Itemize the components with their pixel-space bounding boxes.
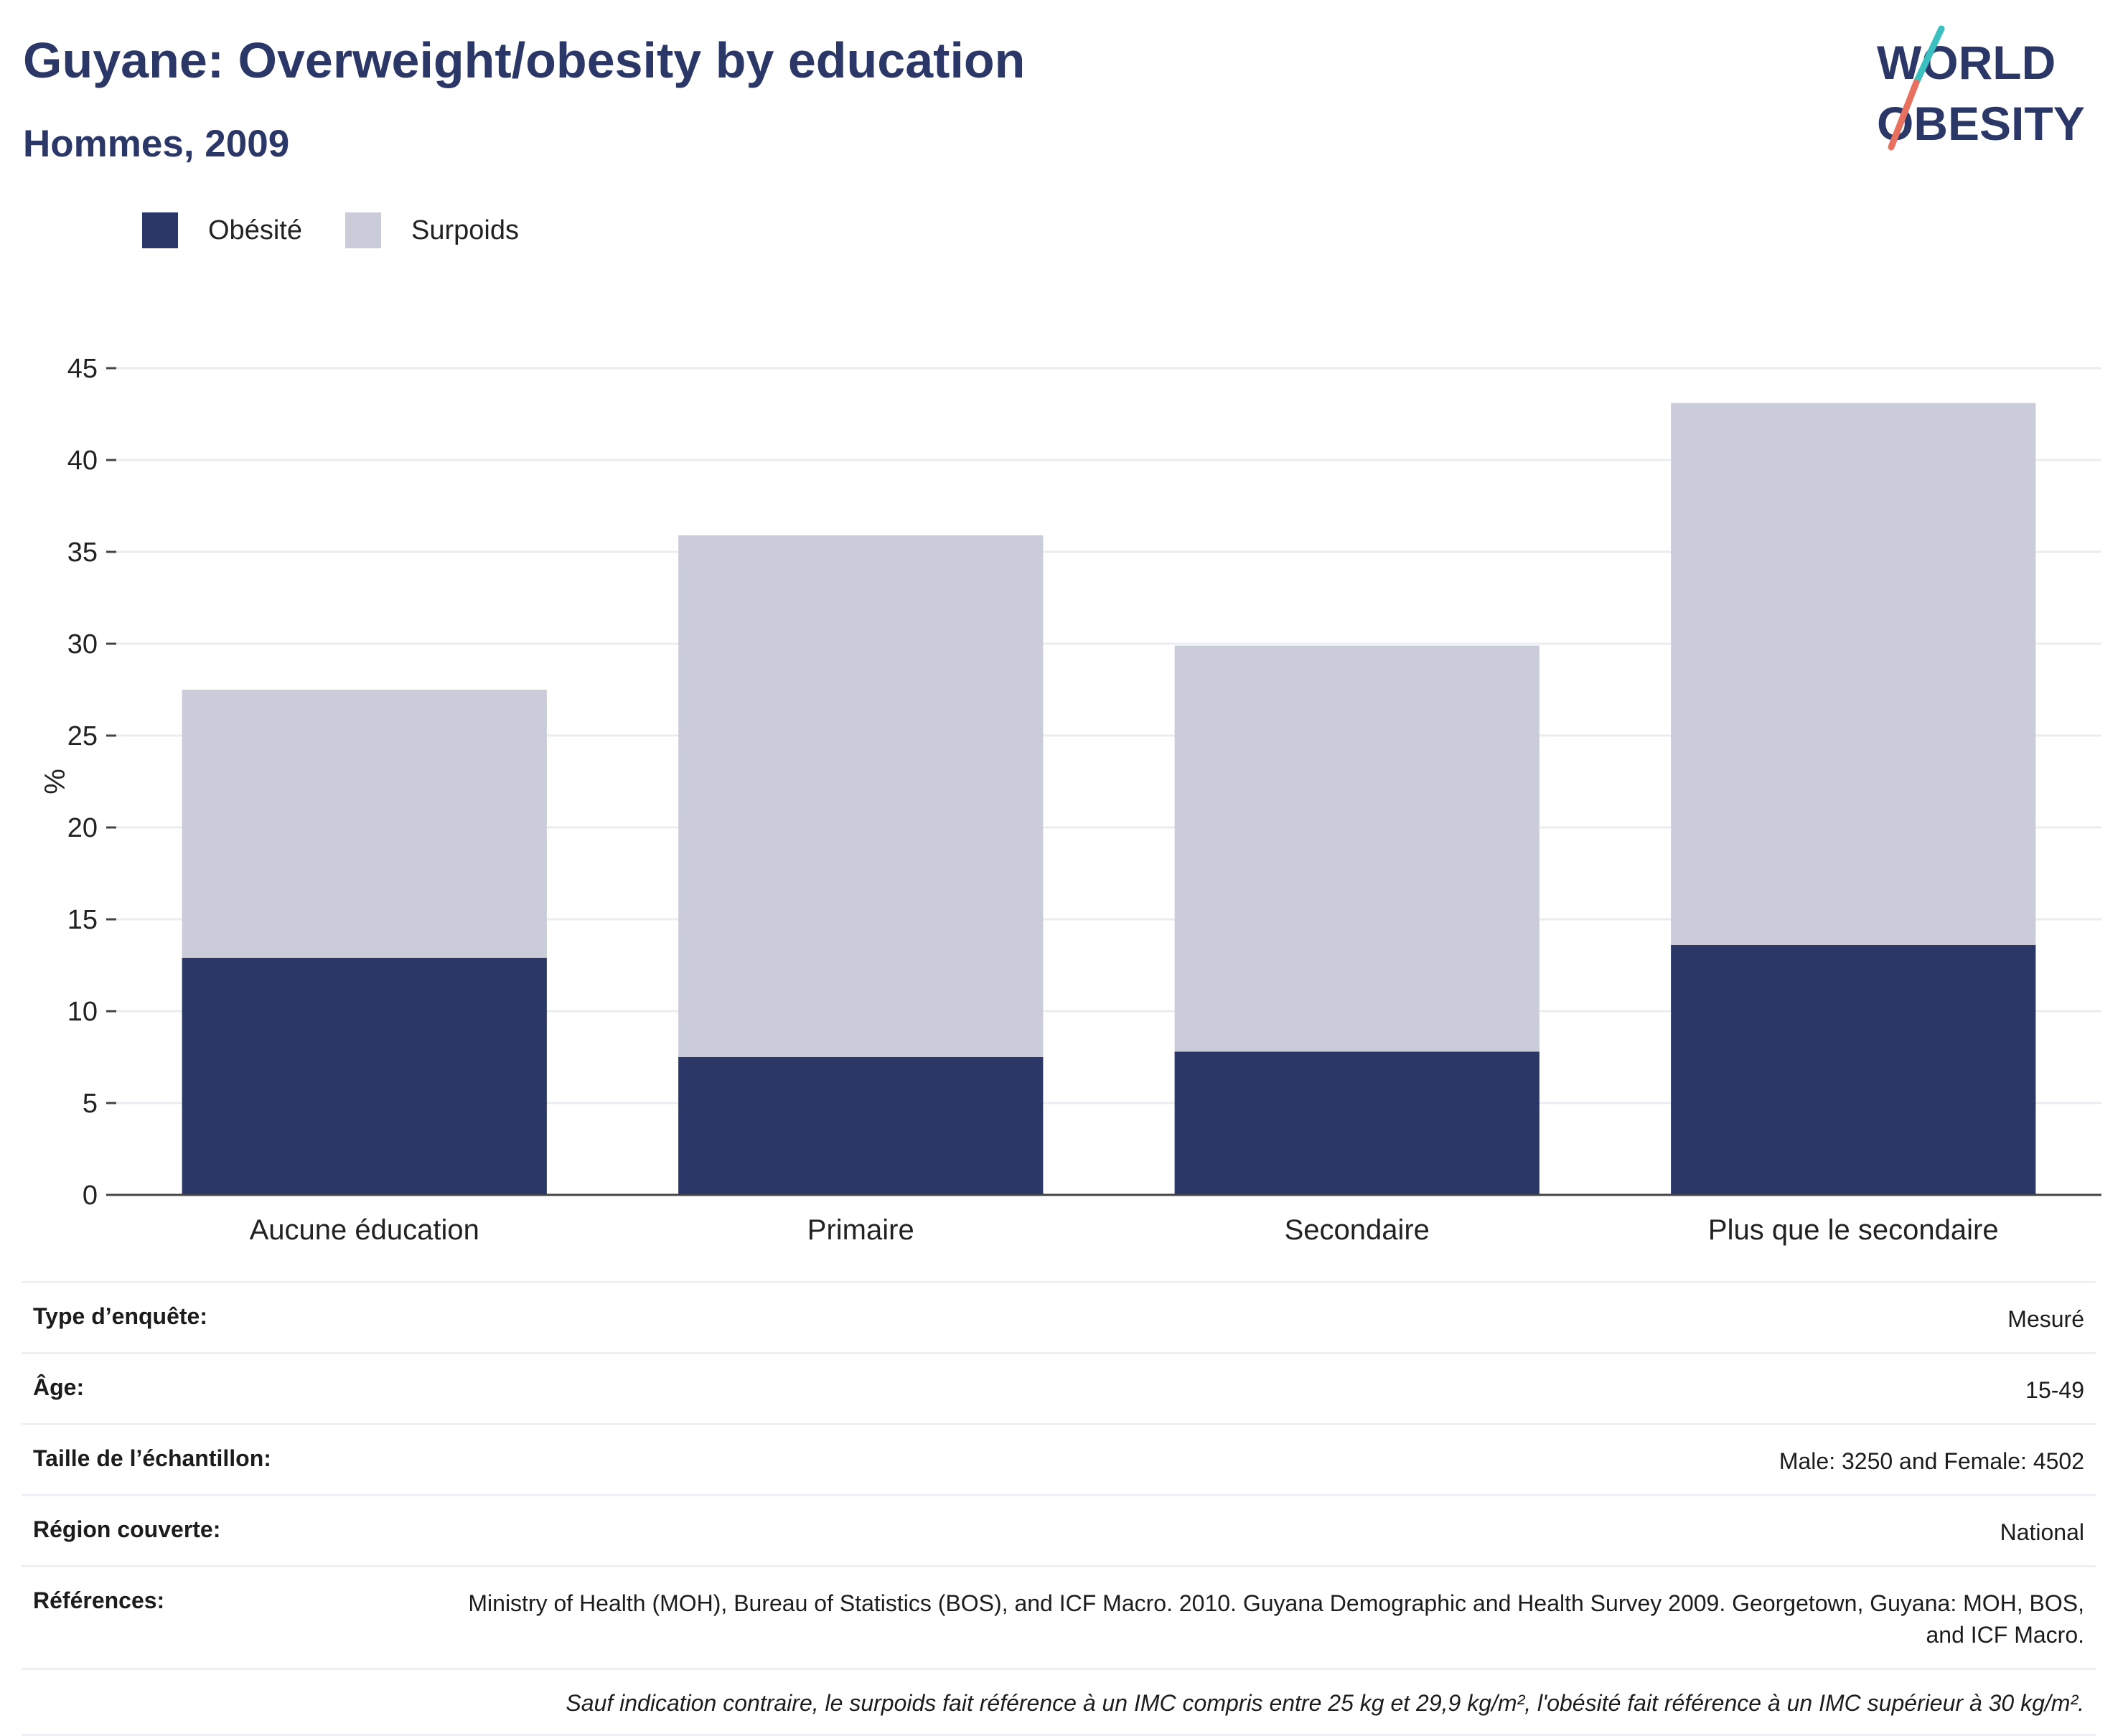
world-obesity-logo: WORLD OBESITY: [1877, 25, 2085, 151]
y-axis-label: %: [38, 769, 70, 794]
bars: [182, 403, 2036, 1195]
bar-obésité: [1671, 944, 2036, 1195]
info-key: Région couverte:: [33, 1516, 221, 1542]
bar-obésité: [182, 957, 547, 1195]
legend-swatch-overweight: [345, 212, 381, 248]
info-key: Type d’enquête:: [33, 1303, 207, 1329]
x-axis-ticks: Aucune éducation Primaire Secondaire Plus q…: [250, 1214, 1999, 1246]
x-tick-label: Plus que le secondaire: [1708, 1214, 1999, 1246]
y-tick-label: 30: [67, 629, 98, 660]
legend-label-obesity: Obésité: [208, 215, 302, 245]
y-tick-label: 0: [83, 1181, 98, 1211]
chart-subtitle: Hommes, 2009: [23, 123, 290, 165]
info-value: Male: 3250 and Female: 4502: [1778, 1448, 2084, 1474]
info-value: Ministry of Health (MOH), Bureau of Stat…: [468, 1590, 2084, 1648]
info-row-references: Références: Ministry of Health (MOH), Bu…: [22, 1565, 2096, 1668]
info-value: National: [2000, 1519, 2084, 1545]
bar-obésité: [1174, 1051, 1539, 1195]
info-row-region: Région couverte: National: [22, 1494, 2096, 1565]
info-key: Âge:: [33, 1374, 85, 1400]
bar-chart: 0 5 10 15 20 25 30 35 40 45 Aucune éducation Prima…: [38, 354, 2101, 1246]
footnote: Sauf indication contraire, le surpoids f…: [22, 1668, 2096, 1736]
y-tick-label: 40: [67, 446, 98, 476]
legend-item-overweight: Surpoids: [345, 212, 519, 248]
y-tick-label: 15: [67, 905, 98, 935]
y-tick-label: 35: [67, 538, 98, 568]
bar-surpoids: [678, 535, 1044, 1057]
bar-obésité: [678, 1057, 1044, 1195]
svg-text:OBESITY: OBESITY: [1877, 97, 2085, 150]
y-tick-label: 25: [67, 721, 98, 751]
x-tick-label: Primaire: [807, 1214, 914, 1246]
info-row-age: Âge: 15-49: [22, 1352, 2096, 1423]
survey-info-table: Type d’enquête: Mesuré Âge: 15-49 Taille…: [22, 1281, 2096, 1736]
chart-title: Guyane: Overweight/obesity by education: [23, 32, 1026, 88]
bar-surpoids: [1174, 645, 1539, 1052]
x-tick-label: Aucune éducation: [250, 1214, 479, 1246]
legend-item-obesity: Obésité: [142, 212, 302, 248]
chart-legend: Obésité Surpoids: [142, 212, 562, 248]
svg-text:WORLD: WORLD: [1877, 36, 2056, 89]
y-tick-label: 5: [83, 1089, 98, 1119]
y-tick-label: 45: [67, 354, 98, 384]
bar-surpoids: [182, 690, 547, 958]
info-value: 15-49: [2025, 1377, 2084, 1403]
y-axis-ticks: 0 5 10 15 20 25 30 35 40 45: [67, 354, 116, 1211]
info-row-sample-size: Taille de l’échantillon: Male: 3250 and …: [22, 1423, 2096, 1494]
legend-swatch-obesity: [142, 212, 178, 248]
y-tick-label: 10: [67, 997, 98, 1027]
info-row-survey-type: Type d’enquête: Mesuré: [22, 1281, 2096, 1352]
x-tick-label: Secondaire: [1285, 1214, 1430, 1246]
bar-surpoids: [1671, 403, 2036, 945]
y-tick-label: 20: [67, 813, 98, 843]
info-key: Références:: [33, 1587, 165, 1613]
info-key: Taille de l’échantillon:: [33, 1445, 271, 1471]
info-value: Mesuré: [2007, 1306, 2084, 1332]
legend-label-overweight: Surpoids: [411, 215, 519, 245]
